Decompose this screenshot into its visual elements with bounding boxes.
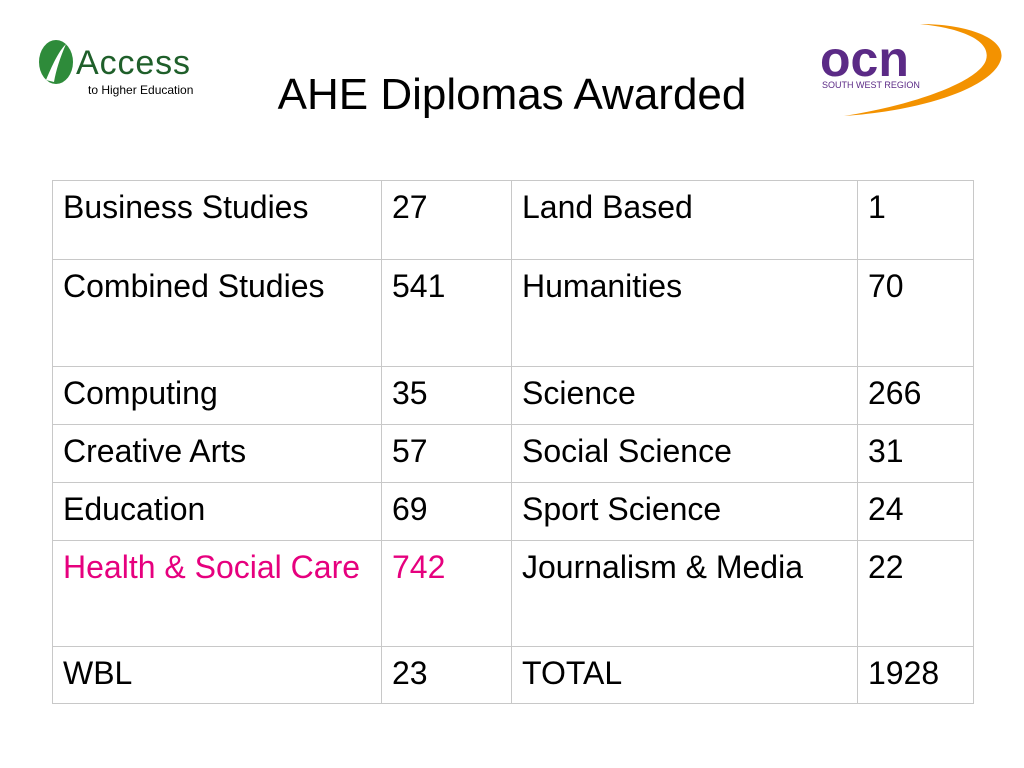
logo-swoosh — [46, 44, 66, 82]
count-cell: 23 — [381, 646, 512, 704]
count-cell: 24 — [857, 482, 974, 541]
subject-cell: WBL — [52, 646, 382, 704]
count-cell: 541 — [381, 259, 512, 367]
subject-cell: Combined Studies — [52, 259, 382, 367]
count-cell: 27 — [381, 180, 512, 260]
logo-name: ocn — [820, 31, 909, 87]
table-row: Computing 35 Science 266 — [52, 366, 974, 425]
subject-cell: Computing — [52, 366, 382, 425]
count-cell: 57 — [381, 424, 512, 483]
subject-cell: Land Based — [511, 180, 858, 260]
subject-cell: Journalism & Media — [511, 540, 858, 647]
table-row: Combined Studies 541 Humanities 70 — [52, 259, 974, 367]
table-row: Education 69 Sport Science 24 — [52, 482, 974, 541]
logo-tagline: to Higher Education — [88, 83, 193, 97]
subject-cell: TOTAL — [511, 646, 858, 704]
table-row: Business Studies 27 Land Based 1 — [52, 180, 974, 260]
table-row: WBL 23 TOTAL 1928 — [52, 646, 974, 704]
subject-cell: Humanities — [511, 259, 858, 367]
subject-cell: Education — [52, 482, 382, 541]
count-cell: 742 — [381, 540, 512, 647]
slide-title: AHE Diplomas Awarded — [277, 70, 747, 119]
subject-cell: Sport Science — [511, 482, 858, 541]
count-cell: 70 — [857, 259, 974, 367]
ocn-logo: ocn SOUTH WEST REGION — [820, 24, 1002, 116]
subject-cell: Health & Social Care — [52, 540, 382, 647]
subject-cell: Creative Arts — [52, 424, 382, 483]
diplomas-table: Business Studies 27 Land Based 1 Combined St… — [52, 180, 974, 704]
table-row: Creative Arts 57 Social Science 31 — [52, 424, 974, 483]
logo-name: Access — [76, 44, 190, 82]
subject-cell: Social Science — [511, 424, 858, 483]
logo-tagline: SOUTH WEST REGION — [822, 80, 920, 90]
count-cell: 1928 — [857, 646, 974, 704]
count-cell: 1 — [857, 180, 974, 260]
count-cell: 69 — [381, 482, 512, 541]
count-cell: 31 — [857, 424, 974, 483]
table-row: Health & Social Care 742 Journalism & Medi… — [52, 540, 974, 647]
subject-cell: Science — [511, 366, 858, 425]
count-cell: 266 — [857, 366, 974, 425]
count-cell: 35 — [381, 366, 512, 425]
count-cell: 22 — [857, 540, 974, 647]
subject-cell: Business Studies — [52, 180, 382, 260]
access-logo: Access to Higher Education — [39, 40, 193, 97]
